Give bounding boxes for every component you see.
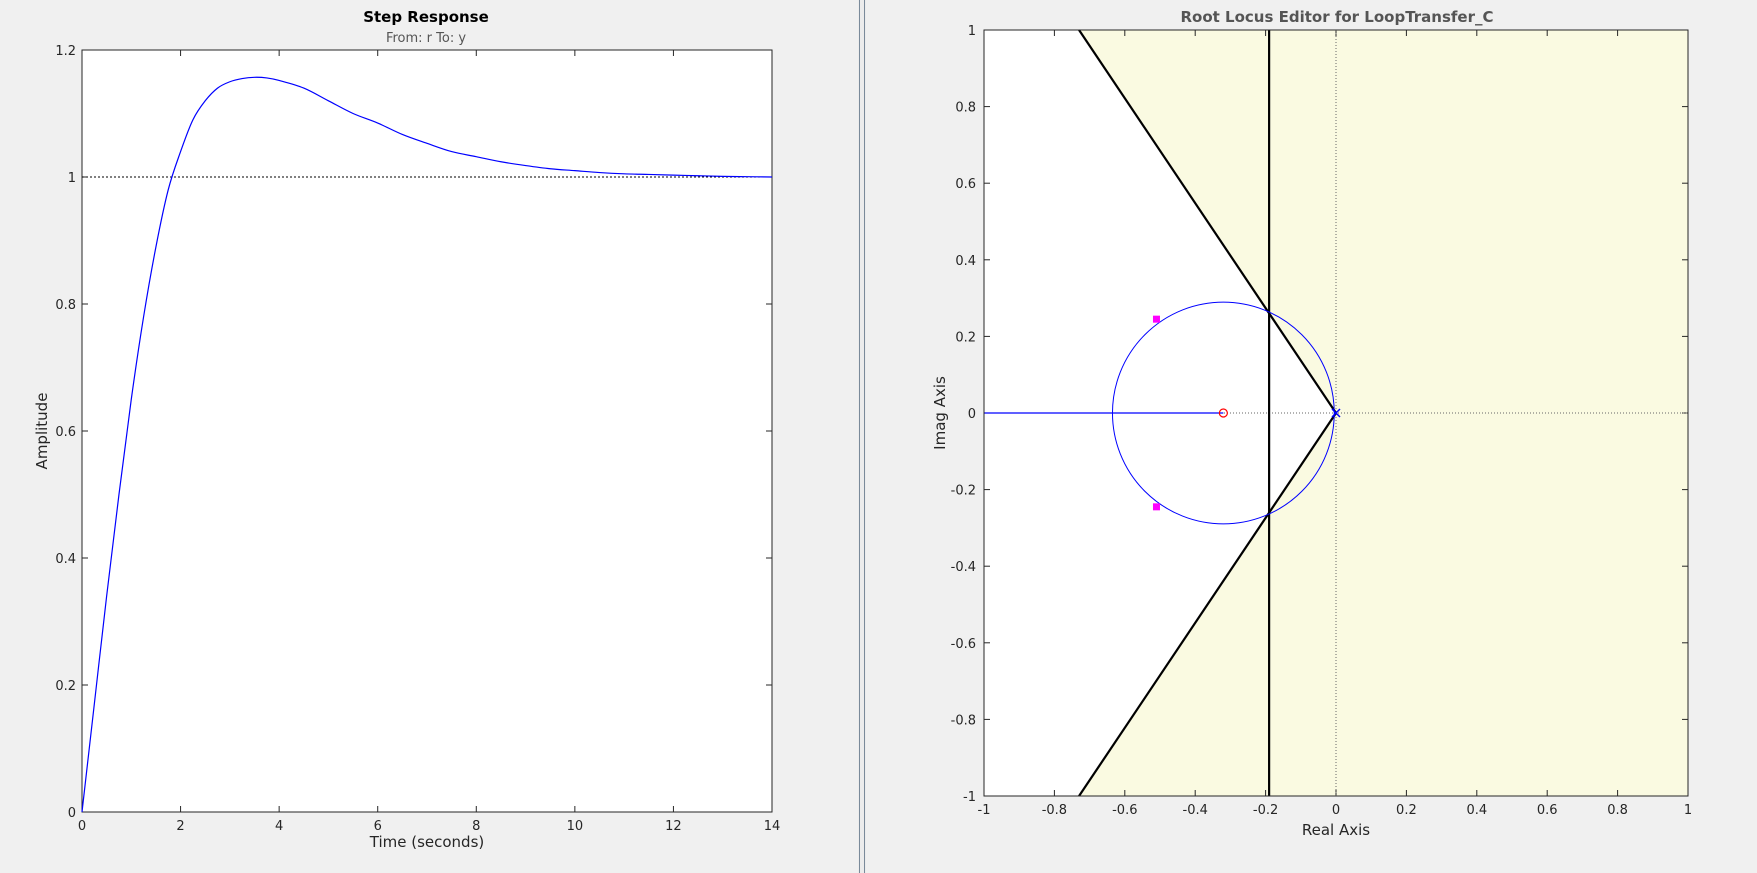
y-tick-label: 0 xyxy=(968,407,976,422)
step-response-panel: Step Response From: r To: y 0 2 4 6 8 10 12 14 0… xyxy=(0,0,858,873)
x-tick-label: 0.8 xyxy=(1607,803,1628,818)
y-tick-label: 1 xyxy=(968,24,976,39)
x-tick-label: 0.2 xyxy=(1396,803,1417,818)
y-tick-label: 0.2 xyxy=(955,330,976,345)
pole-x-stroke xyxy=(1331,408,1341,418)
root-locus-panel: Root Locus Editor for LoopTransfer_C -1-… xyxy=(866,0,1757,873)
root-locus-frame xyxy=(983,29,1689,797)
splitter-line xyxy=(859,0,860,873)
x-tick-label: 8 xyxy=(472,819,480,834)
y-tick-label: 0.4 xyxy=(55,552,76,567)
closed-loop-pole-marker[interactable] xyxy=(1152,315,1160,323)
x-tick-label: -0.4 xyxy=(1183,803,1208,818)
y-tick-label: 0.2 xyxy=(55,679,76,694)
step-response-curve[interactable] xyxy=(81,76,773,813)
x-tick-label: 1 xyxy=(1684,803,1692,818)
y-tick-label: 1.2 xyxy=(55,44,76,59)
x-tick-label: 4 xyxy=(275,819,283,834)
step-response-chart: Step Response From: r To: y 0 2 4 6 8 10 12 140… xyxy=(33,8,780,851)
splitter-line xyxy=(864,0,865,873)
x-tick-label: 10 xyxy=(567,819,584,834)
x-tick-label: 0.6 xyxy=(1537,803,1558,818)
closed-loop-poles xyxy=(1152,315,1160,511)
x-tick-label: -0.2 xyxy=(1253,803,1278,818)
step-xlabel: Time (seconds) xyxy=(369,833,485,851)
y-tick-label: -0.4 xyxy=(951,560,976,575)
y-tick-label: 0.8 xyxy=(955,101,976,116)
step-response-subtitle: From: r To: y xyxy=(386,31,466,46)
x-tick-label: -1 xyxy=(978,803,991,818)
damping-ratio-bound-lower[interactable] xyxy=(1078,412,1337,797)
root-locus-title: Root Locus Editor for LoopTransfer_C xyxy=(1180,8,1493,26)
x-tick-label: 0.4 xyxy=(1466,803,1487,818)
open-loop-pole-marker[interactable] xyxy=(1331,408,1341,418)
y-tick-label: 0.6 xyxy=(55,425,76,440)
panel-splitter[interactable] xyxy=(858,0,866,873)
step-response-title: Step Response xyxy=(363,8,489,26)
y-tick-label: 0.4 xyxy=(955,254,976,269)
y-tick-label: -0.2 xyxy=(951,484,976,499)
x-tick-label: -0.6 xyxy=(1112,803,1137,818)
x-tick-label: 0 xyxy=(78,819,86,834)
x-tick-label: 2 xyxy=(176,819,184,834)
y-tick-label: 0.8 xyxy=(55,298,76,313)
y-tick-label: 0 xyxy=(68,806,76,821)
y-tick-label: 0.6 xyxy=(955,177,976,192)
step-ticks: 0 2 4 6 8 10 12 14 0 0.2 0.4 0.6 0.8 1 1.2 xyxy=(55,44,780,834)
x-tick-label: 12 xyxy=(665,819,682,834)
x-tick-label: -0.8 xyxy=(1042,803,1067,818)
y-tick-label: 1 xyxy=(68,171,76,186)
damping-ratio-bound-upper[interactable] xyxy=(1078,29,1337,414)
root-locus-chart: Root Locus Editor for LoopTransfer_C -1-… xyxy=(931,8,1693,839)
y-tick-label: -0.6 xyxy=(951,637,976,652)
step-plot-area[interactable] xyxy=(81,49,773,813)
x-tick-label: 14 xyxy=(764,819,781,834)
step-ylabel: Amplitude xyxy=(33,393,51,470)
open-loop-zero-marker[interactable] xyxy=(1218,408,1228,418)
x-tick-label: 0 xyxy=(1332,803,1340,818)
closed-loop-pole-marker[interactable] xyxy=(1152,503,1160,511)
y-tick-label: -0.8 xyxy=(951,713,976,728)
root-locus-ticks: -1 -0.8 -0.6 -0.4 -0.2 0 0.2 0.4 0.6 0.8 1 -1 -0.8 -0… xyxy=(951,24,1693,818)
x-tick-label: 6 xyxy=(374,819,382,834)
root-locus-ylabel: Imag Axis xyxy=(931,376,949,450)
y-tick-label: -1 xyxy=(963,790,976,805)
root-locus-xlabel: Real Axis xyxy=(1302,821,1370,839)
